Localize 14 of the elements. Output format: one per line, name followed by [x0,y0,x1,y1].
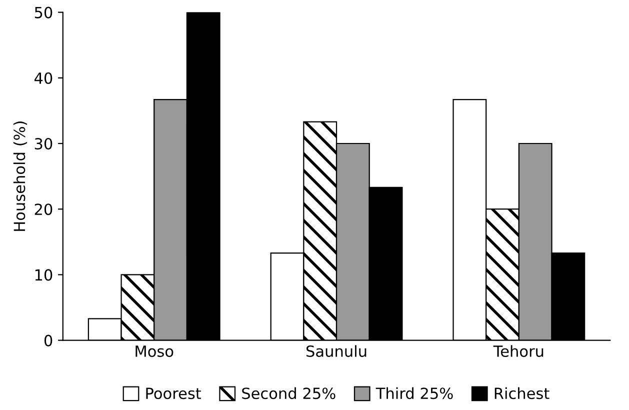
y-tick-label: 30 [34,138,52,150]
x-tick-label: Moso [136,346,174,357]
legend-label: Richest [494,387,550,400]
legend-label: Second 25% [242,387,336,400]
x-tick-label: Saunulu [306,345,366,357]
y-tick-label: 10 [35,269,52,281]
legend-label: Poorest [146,388,202,400]
y-tick-label: 0 [44,334,52,346]
y-tick-label: 50 [34,6,52,18]
y-tick-label: 20 [34,204,52,216]
legend-label: Third 25% [376,387,453,400]
y-tick-label: 40 [34,72,52,84]
x-tick-label: Tehoru [493,345,544,357]
y-axis-title: Household (%) [13,122,28,231]
